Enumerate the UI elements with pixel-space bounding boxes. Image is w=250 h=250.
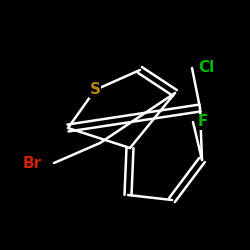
Text: Cl: Cl <box>198 60 214 76</box>
Text: S: S <box>90 82 101 98</box>
Text: Br: Br <box>23 156 42 170</box>
Text: F: F <box>198 114 208 130</box>
